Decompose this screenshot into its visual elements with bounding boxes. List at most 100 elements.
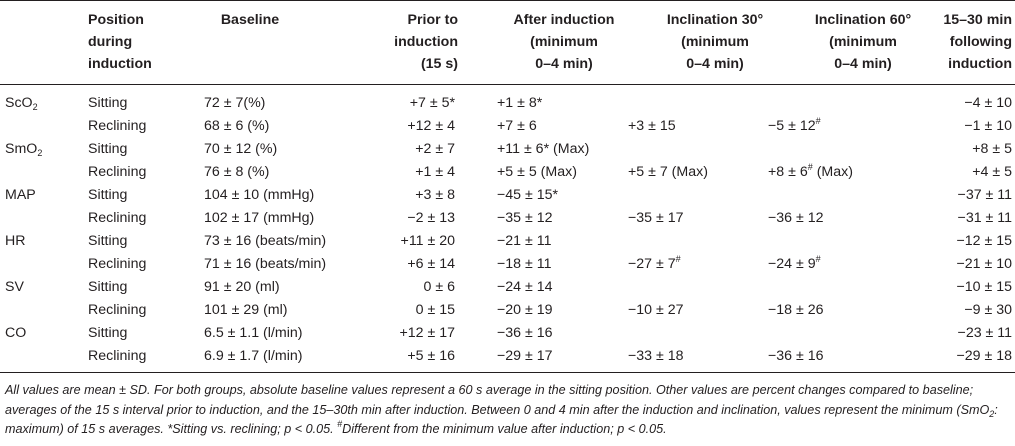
inclination-30-cell: −35 ± 17: [628, 210, 684, 226]
position-cell: Sitting: [88, 279, 128, 295]
header-baseline: Baseline: [180, 9, 320, 31]
table-row: HR Sitting 73 ± 16 (beats/min) +11 ± 20 …: [0, 230, 1015, 252]
header-line: Inclination 60°: [814, 12, 912, 28]
header-line: following: [949, 34, 1012, 50]
header-line: 0–4 min): [686, 56, 744, 72]
header-bottom-rule: [0, 84, 1015, 85]
prior-cell: +3 ± 8: [415, 187, 455, 203]
variable-cell: ScO2: [5, 95, 38, 112]
15-30-min-cell: −29 ± 18: [956, 348, 1012, 364]
prior-cell: +2 ± 7: [415, 141, 455, 157]
baseline-cell: 72 ± 7(%): [204, 95, 266, 111]
table-row: MAP Sitting 104 ± 10 (mmHg) +3 ± 8 −45 ±…: [0, 184, 1015, 206]
inclination-60-cell: −5 ± 12#: [768, 116, 821, 135]
after-cell: −21 ± 11: [497, 233, 552, 249]
position-cell: Sitting: [88, 141, 128, 157]
prior-cell: 0 ± 6: [423, 279, 455, 295]
baseline-cell: 70 ± 12 (%): [204, 141, 278, 157]
baseline-cell: 101 ± 29 (ml): [204, 302, 288, 318]
baseline-cell: 104 ± 10 (mmHg): [204, 187, 315, 203]
header-15-30-min: 15–30 min following induction: [930, 9, 1012, 75]
after-cell: −18 ± 11: [497, 256, 552, 272]
after-cell: −24 ± 14: [497, 279, 553, 295]
baseline-cell: 6.5 ± 1.1 (l/min): [204, 325, 303, 341]
table-row: SmO2 Sitting 70 ± 12 (%) +2 ± 7 +11 ± 6*…: [0, 138, 1015, 160]
after-cell: −45 ± 15*: [497, 187, 559, 203]
15-30-min-cell: +4 ± 5: [972, 164, 1012, 180]
header-inclination-30: Inclination 30° (minimum 0–4 min): [640, 9, 790, 75]
position-cell: Sitting: [88, 325, 128, 341]
header-inclination-60: Inclination 60° (minimum 0–4 min): [788, 9, 938, 75]
footnote-subscript: 2: [989, 408, 995, 419]
header-line: (15 s): [420, 56, 458, 72]
baseline-cell: 91 ± 20 (ml): [204, 279, 280, 295]
header-line: induction: [88, 56, 152, 72]
header-line: (minimum: [681, 34, 749, 50]
after-cell: −29 ± 17: [497, 348, 553, 364]
footnote-text: : maximum) of 15 s averages. *Sitting vs…: [5, 402, 998, 437]
table-top-rule: [0, 0, 1015, 1]
table-row: SV Sitting 91 ± 20 (ml) 0 ± 6 −24 ± 14 −…: [0, 276, 1015, 298]
inclination-60-cell: −18 ± 26: [768, 302, 824, 318]
inclination-60-cell: +8 ± 6# (Max): [768, 162, 853, 181]
variable-cell: CO: [5, 325, 27, 341]
inclination-30-cell: +3 ± 15: [628, 118, 676, 134]
position-cell: Reclining: [88, 164, 147, 180]
footnote-superscript: #: [337, 419, 343, 429]
inclination-30-cell: +5 ± 7 (Max): [628, 164, 708, 180]
inclination-30-cell: −33 ± 18: [628, 348, 684, 364]
header-line: 0–4 min): [535, 56, 593, 72]
position-cell: Reclining: [88, 302, 147, 318]
footnote-text: Different from the minimum value after i…: [342, 422, 667, 436]
prior-cell: −2 ± 13: [407, 210, 455, 226]
baseline-cell: 71 ± 16 (beats/min): [204, 256, 327, 272]
position-cell: Reclining: [88, 118, 147, 134]
after-cell: +11 ± 6* (Max): [497, 141, 590, 157]
after-cell: +1 ± 8*: [497, 95, 543, 111]
15-30-min-cell: −4 ± 10: [964, 95, 1012, 111]
15-30-min-cell: −31 ± 11: [957, 210, 1012, 226]
variable-cell: MAP: [5, 187, 36, 203]
prior-cell: +12 ± 17: [399, 325, 455, 341]
15-30-min-cell: −9 ± 30: [964, 302, 1012, 318]
header-line: Position: [88, 12, 144, 28]
footnote-text: All values are mean ± SD. For both group…: [5, 383, 990, 417]
header-line: induction: [948, 56, 1012, 72]
15-30-min-cell: +8 ± 5: [972, 141, 1012, 157]
prior-cell: 0 ± 15: [415, 302, 455, 318]
prior-cell: +12 ± 4: [407, 118, 455, 134]
header-line: Inclination 30°: [666, 12, 764, 28]
position-cell: Sitting: [88, 187, 128, 203]
header-position: Position during induction: [88, 9, 152, 75]
prior-cell: +1 ± 4: [415, 164, 455, 180]
header-line: (minimum: [530, 34, 598, 50]
table-row: Reclining 71 ± 16 (beats/min) +6 ± 14 −1…: [0, 253, 1015, 275]
header-line: Baseline: [220, 12, 280, 28]
after-cell: +5 ± 5 (Max): [497, 164, 577, 180]
baseline-cell: 102 ± 17 (mmHg): [204, 210, 315, 226]
after-cell: −36 ± 16: [497, 325, 553, 341]
position-cell: Reclining: [88, 256, 147, 272]
table-row: Reclining 76 ± 8 (%) +1 ± 4 +5 ± 5 (Max)…: [0, 161, 1015, 183]
position-cell: Sitting: [88, 95, 128, 111]
baseline-cell: 6.9 ± 1.7 (l/min): [204, 348, 303, 364]
variable-cell: SV: [5, 279, 24, 295]
header-prior: Prior to induction (15 s): [358, 9, 458, 75]
table-row: Reclining 101 ± 29 (ml) 0 ± 15 −20 ± 19 …: [0, 299, 1015, 321]
header-line: 15–30 min: [943, 12, 1012, 28]
header-after-induction: After induction (minimum 0–4 min): [494, 9, 634, 75]
table-row: Reclining 68 ± 6 (%) +12 ± 4 +7 ± 6 +3 ±…: [0, 115, 1015, 137]
table-bottom-rule: [0, 372, 1015, 373]
header-line: Prior to: [407, 12, 458, 28]
inclination-60-cell: −24 ± 9#: [768, 254, 821, 273]
variable-cell: HR: [5, 233, 26, 249]
header-line: (minimum: [829, 34, 897, 50]
prior-cell: +6 ± 14: [407, 256, 455, 272]
table-row: CO Sitting 6.5 ± 1.1 (l/min) +12 ± 17 −3…: [0, 322, 1015, 344]
inclination-30-cell: −10 ± 27: [628, 302, 684, 318]
header-line: during: [88, 34, 133, 50]
15-30-min-cell: −23 ± 11: [957, 325, 1012, 341]
inclination-60-cell: −36 ± 12: [768, 210, 824, 226]
table-footnote: All values are mean ± SD. For both group…: [5, 381, 1010, 440]
